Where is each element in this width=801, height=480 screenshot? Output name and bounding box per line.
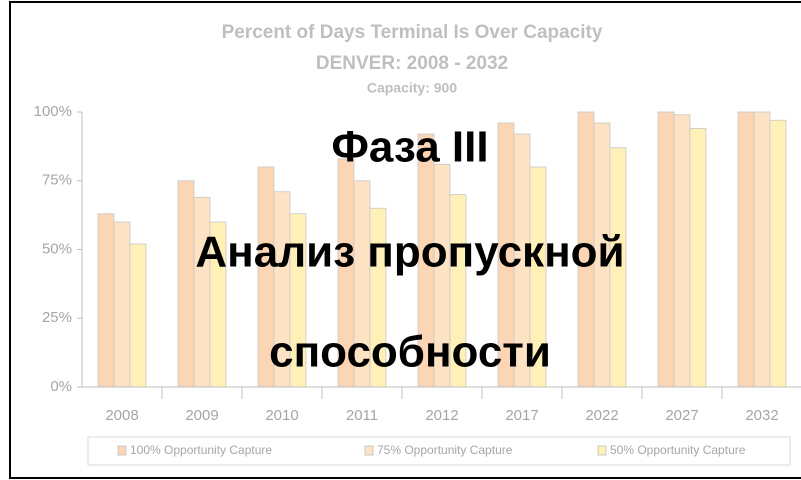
legend-box [87, 436, 791, 466]
bar [657, 111, 675, 388]
x-tick-label: 2027 [665, 407, 698, 424]
y-tick-label: 75% [42, 172, 72, 189]
bar [753, 111, 771, 388]
overlay-text: Фаза III [331, 123, 488, 172]
chart-note: Capacity: 900 [367, 80, 457, 96]
legend-swatch [597, 445, 607, 456]
chart-title: Percent of Days Terminal Is Over Capacit… [222, 22, 603, 43]
bar [129, 243, 147, 388]
x-tick-label: 2012 [425, 407, 458, 424]
x-tick-label: 2008 [105, 407, 138, 424]
y-tick-label: 0% [50, 378, 72, 395]
overlay-text: способности [269, 328, 551, 377]
bar [737, 111, 755, 388]
legend-label: 75% Opportunity Capture [377, 443, 513, 457]
x-tick-label: 2022 [585, 407, 618, 424]
legend-swatch [117, 445, 127, 456]
legend-label: 50% Opportunity Capture [610, 443, 746, 457]
chart-subtitle: DENVER: 2008 - 2032 [316, 53, 508, 74]
legend-swatch [364, 445, 374, 456]
bar [113, 221, 131, 388]
y-tick-label: 25% [42, 309, 72, 326]
legend-label: 100% Opportunity Capture [130, 443, 272, 457]
bar [97, 213, 115, 388]
bar [689, 128, 707, 388]
y-tick-label: 100% [34, 103, 72, 120]
bar [193, 196, 211, 388]
x-tick-label: 2011 [346, 407, 378, 424]
bar [673, 114, 691, 388]
bar [769, 119, 787, 388]
overlay-text: Анализ пропускной [195, 228, 624, 277]
x-tick-label: 2017 [505, 407, 538, 424]
bar [177, 180, 195, 388]
x-tick-label: 2032 [745, 407, 778, 424]
y-tick-label: 50% [42, 240, 72, 257]
x-tick-label: 2010 [265, 407, 298, 424]
x-tick-label: 2009 [185, 407, 218, 424]
